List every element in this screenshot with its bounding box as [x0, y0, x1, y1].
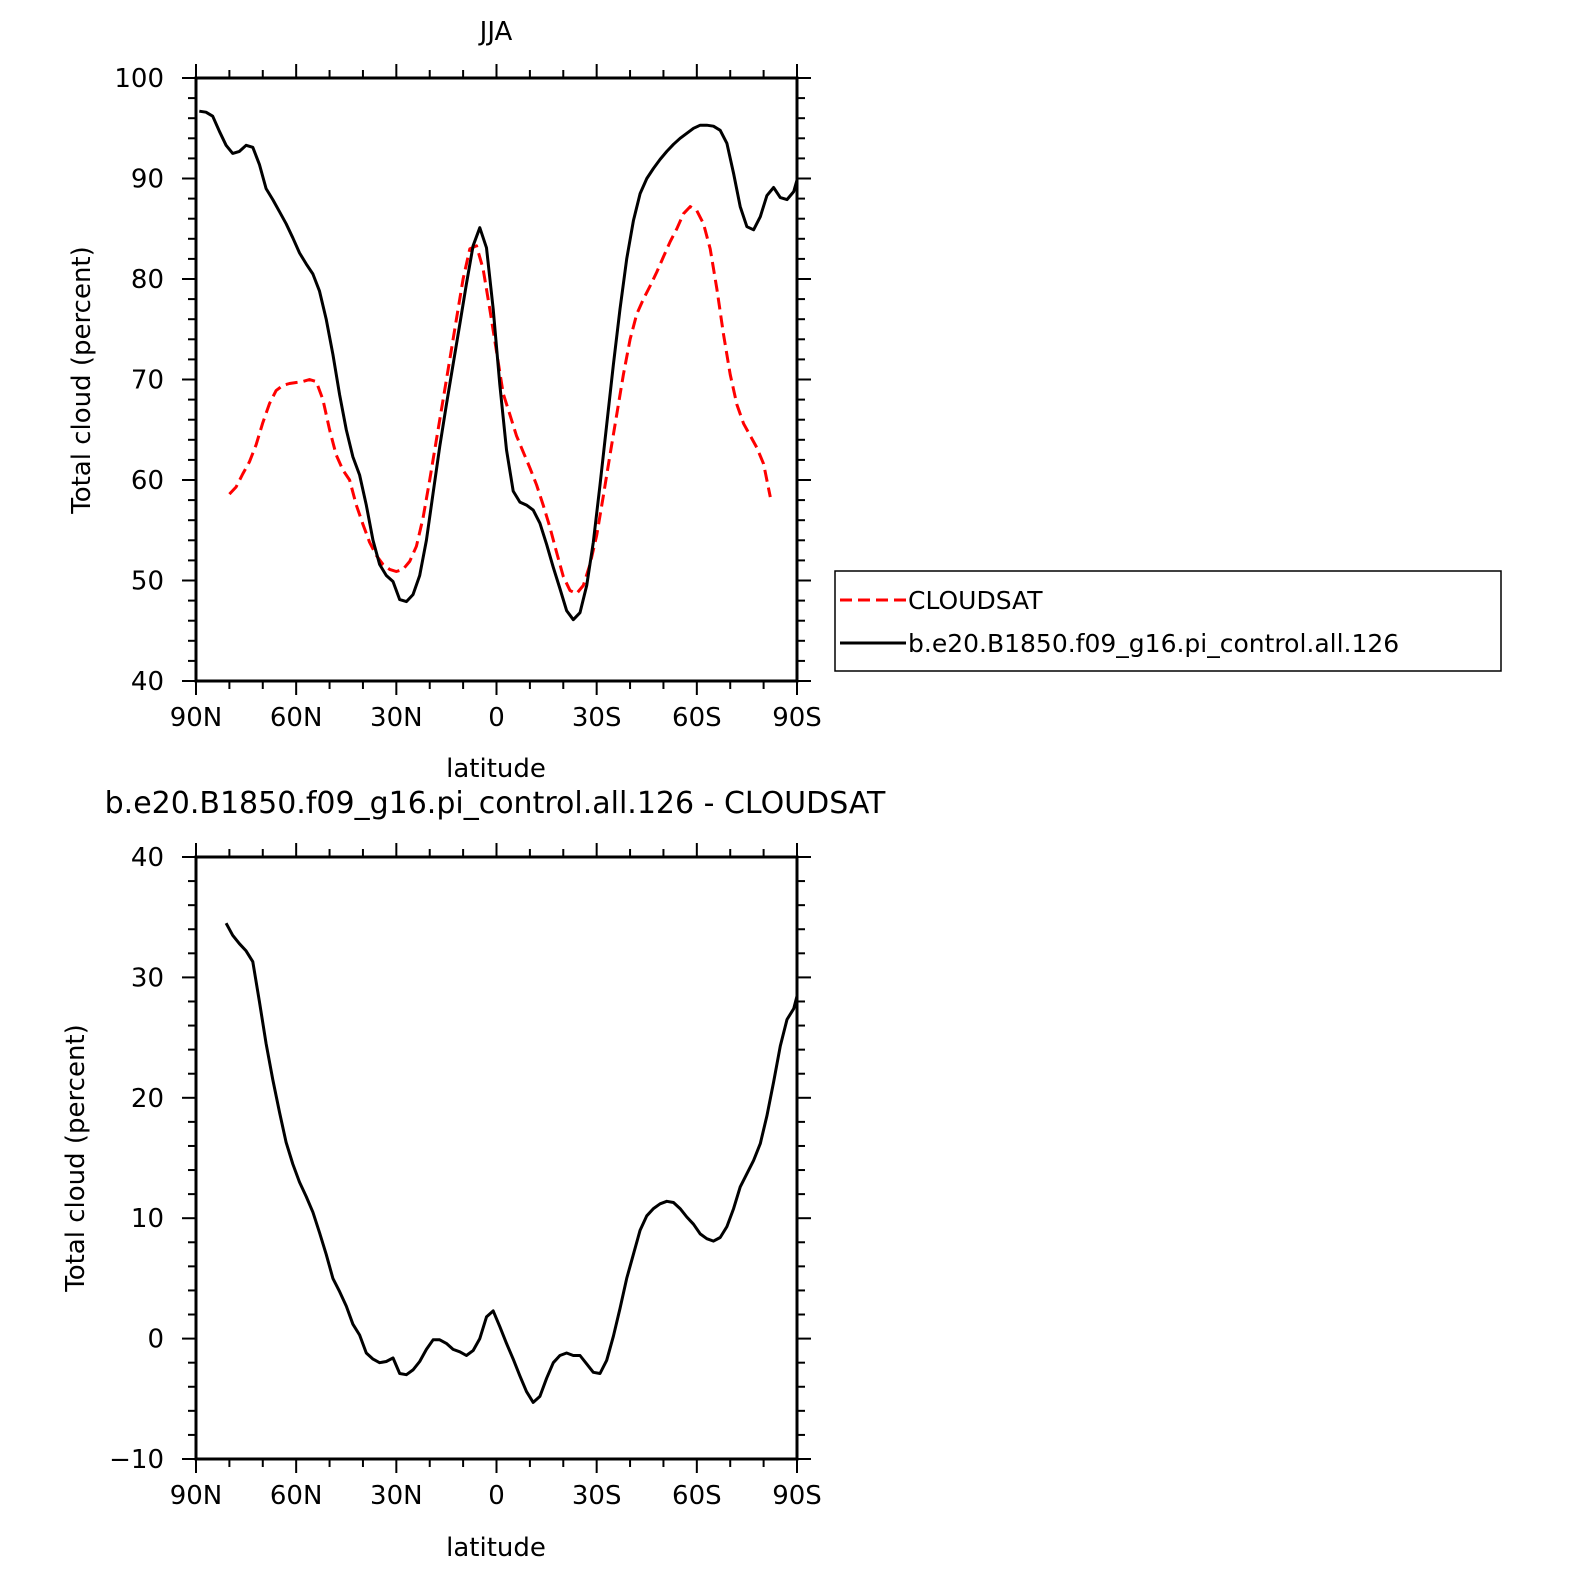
y-tick-label-0: 70: [131, 366, 164, 396]
x-tick-label-1: 30N: [370, 1481, 423, 1511]
top-plot-lines: [199, 109, 797, 622]
bottom-panel: b.e20.B1850.f09_g16.pi_control.all.126 -…: [61, 786, 886, 1563]
y-tick-label-1: 40: [131, 843, 164, 873]
y-tick-label-1: 20: [131, 1084, 164, 1114]
y-tick-label-0: 100: [114, 64, 164, 94]
series-line-0-0: [228, 205, 772, 596]
x-tick-label-1: 90N: [170, 1481, 223, 1511]
y-tick-label-0: 80: [131, 265, 164, 295]
x-tick-label-1: 0: [488, 1481, 505, 1511]
top-panel-title: JJA: [478, 17, 513, 47]
bottom-y-axis-label: Total cloud (percent): [61, 1024, 91, 1293]
legend-label-cloudsat: CLOUDSAT: [908, 586, 1043, 615]
x-tick-label-0: 60S: [672, 703, 722, 733]
series-line-0-1: [199, 109, 797, 622]
bottom-panel-title: b.e20.B1850.f09_g16.pi_control.all.126 -…: [105, 786, 886, 821]
legend-box: [834, 570, 1502, 672]
legend: CLOUDSAT b.e20.B1850.f09_g16.pi_control.…: [834, 570, 1502, 672]
x-tick-label-0: 30N: [370, 703, 423, 733]
x-tick-label-1: 60N: [270, 1481, 323, 1511]
y-tick-label-1: 0: [147, 1325, 164, 1355]
x-tick-label-0: 0: [488, 703, 505, 733]
bottom-plot-axes: 90N 60N 30N 0 30S 60S 90S −10 0 10 20 30 40: [109, 843, 822, 1511]
legend-label-model: b.e20.B1850.f09_g16.pi_control.all.126: [908, 629, 1399, 658]
x-tick-label-0: 90S: [772, 703, 822, 733]
plot-frame-1: [194, 855, 799, 1461]
top-y-axis-label: Total cloud (percent): [67, 246, 97, 515]
plot-frame-0: [194, 76, 799, 683]
y-tick-label-1: 30: [131, 963, 164, 993]
x-tick-label-1: 90S: [772, 1481, 822, 1511]
top-x-axis-label: latitude: [446, 754, 546, 784]
y-tick-label-0: 40: [131, 667, 164, 697]
x-tick-label-0: 90N: [170, 703, 223, 733]
x-tick-label-1: 30S: [572, 1481, 622, 1511]
y-tick-label-0: 50: [131, 567, 164, 597]
bottom-plot-lines: [224, 922, 797, 1404]
bottom-x-axis-label: latitude: [446, 1533, 546, 1563]
x-tick-label-0: 30S: [572, 703, 622, 733]
x-tick-label-0: 60N: [270, 703, 323, 733]
top-panel: JJA 90N 60N 30N 0 30S 60S 90S 40 50 60 70 80 90 100 l…: [67, 17, 822, 784]
top-plot-axes: 90N 60N 30N 0 30S 60S 90S 40 50 60 70 80 90 100: [114, 64, 822, 733]
y-tick-label-1: 10: [131, 1204, 164, 1234]
series-line-1-0: [224, 922, 797, 1404]
y-tick-label-0: 90: [131, 165, 164, 195]
y-tick-label-1: −10: [109, 1445, 164, 1475]
x-tick-label-1: 60S: [672, 1481, 722, 1511]
y-tick-label-0: 60: [131, 466, 164, 496]
